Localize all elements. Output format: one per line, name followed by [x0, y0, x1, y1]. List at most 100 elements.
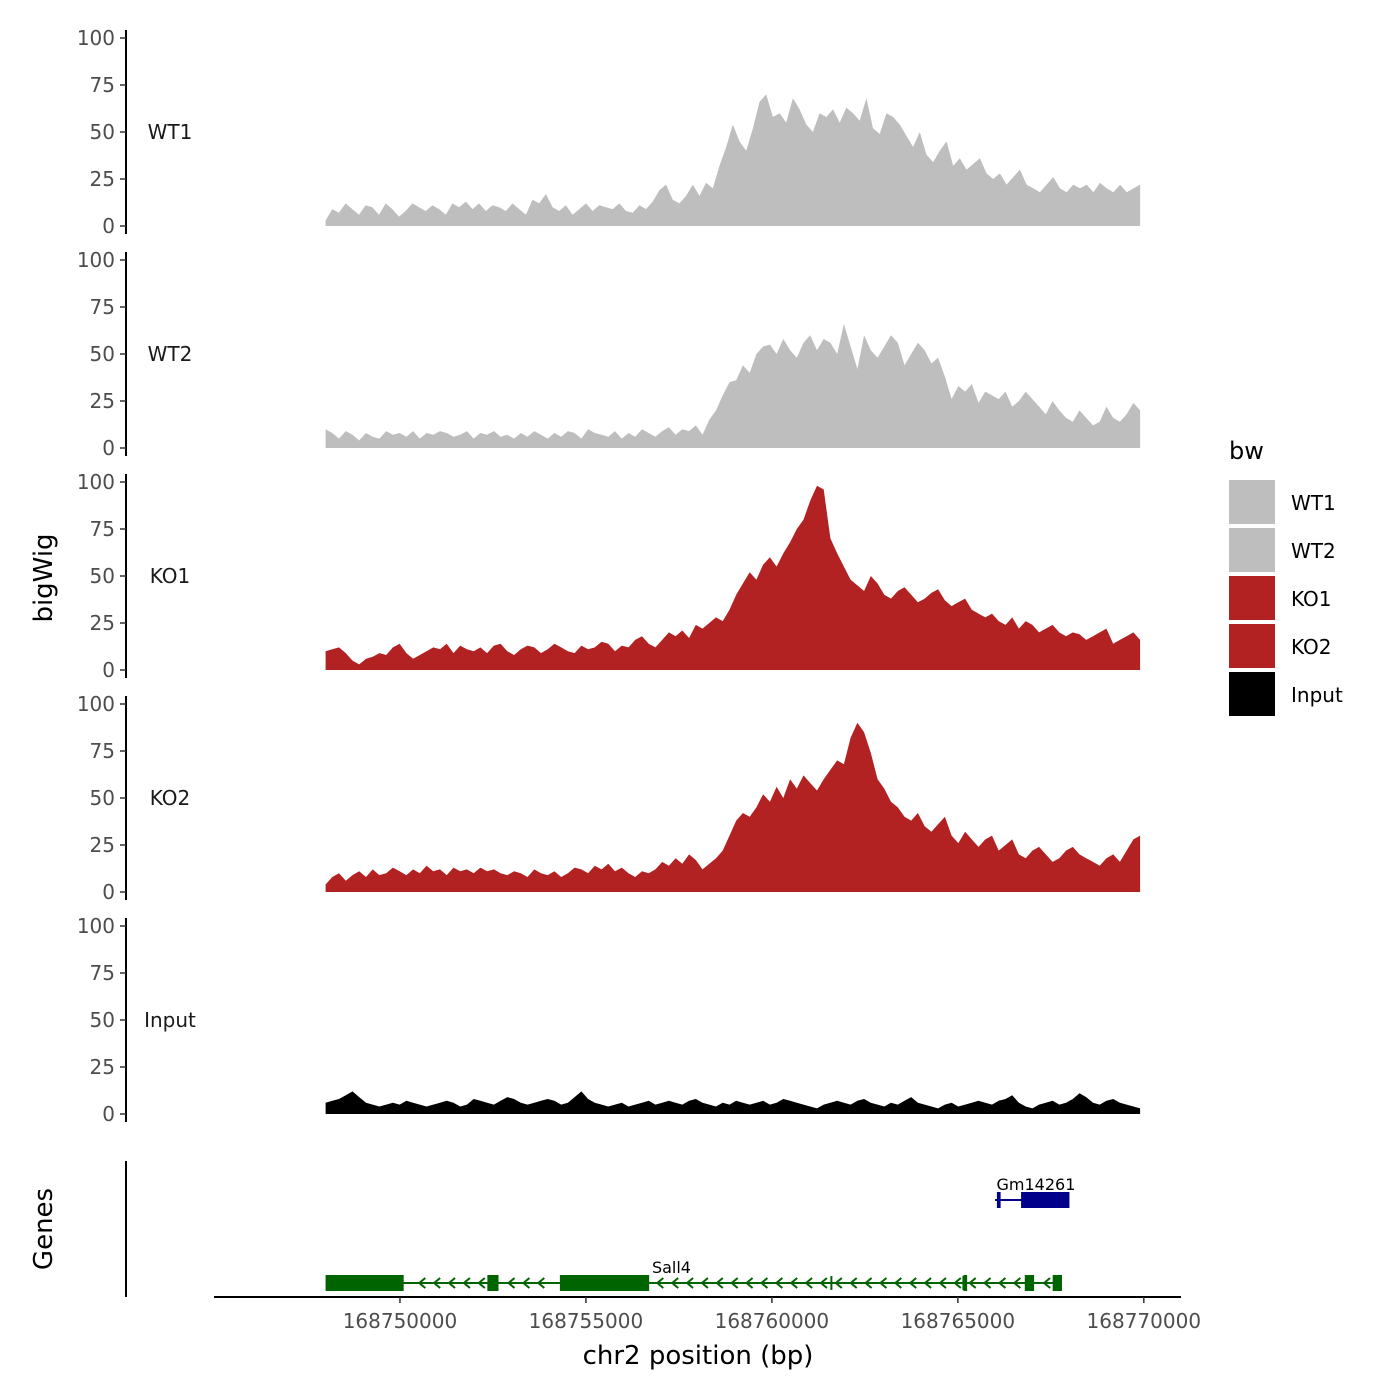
x-axis-title: chr2 position (bp)	[583, 1341, 814, 1371]
coverage-area-ko1	[325, 485, 1141, 670]
legend-swatch	[1229, 528, 1275, 572]
strand-arrow	[953, 1277, 962, 1289]
x-tick-label: 168760000	[715, 1309, 830, 1333]
x-tick-label: 168770000	[1087, 1309, 1202, 1333]
legend-item-ko2: KO2	[1229, 624, 1332, 668]
coverage-area-ko2	[325, 722, 1141, 892]
strand-arrow	[715, 1277, 724, 1289]
y-tick-label: 0	[102, 436, 115, 460]
strand-arrow	[893, 1277, 902, 1289]
y-tick-label: 100	[77, 26, 115, 50]
y-axis-title: bigWig	[29, 533, 59, 622]
strand-arrow	[655, 1277, 664, 1289]
strand-arrow	[789, 1277, 798, 1289]
legend-label: WT2	[1291, 539, 1336, 563]
strand-arrow	[968, 1277, 977, 1289]
y-tick-label: 75	[90, 517, 115, 541]
coverage-area-input	[325, 1091, 1141, 1114]
track-label: WT2	[148, 342, 193, 366]
strand-arrow	[834, 1277, 843, 1289]
strand-arrow	[1012, 1277, 1021, 1289]
track-input: 0 25 50 75 100 Input	[77, 914, 1141, 1126]
strand-arrow	[477, 1277, 486, 1289]
tracks-layer: 0255075100WT10255075100WT20255075100KO10…	[77, 26, 1141, 1126]
exon	[996, 1192, 1001, 1208]
gene-label: Sall4	[652, 1258, 691, 1277]
legend-item-wt1: WT1	[1229, 480, 1336, 524]
strand-arrow	[923, 1277, 932, 1289]
legend-title: bw	[1229, 437, 1264, 465]
y-tick-label: 100	[77, 914, 115, 938]
y-tick-label: 25	[90, 1055, 115, 1079]
genes-layer: Sall4 Gm14261	[125, 1161, 1075, 1297]
y-tick-label: 50	[90, 120, 115, 144]
strand-arrow	[506, 1277, 516, 1289]
legend-label: KO2	[1291, 635, 1332, 659]
strand-arrow	[908, 1277, 917, 1289]
y-tick-label: 25	[90, 167, 115, 191]
legend-swatch	[1229, 672, 1275, 716]
y-tick-label: 75	[90, 961, 115, 985]
legend-swatch	[1229, 576, 1275, 620]
track-label: KO2	[150, 786, 191, 810]
y-tick-label: 50	[90, 786, 115, 810]
track-label: WT1	[148, 120, 193, 144]
legend-label: WT1	[1291, 491, 1336, 515]
legend-swatch	[1229, 480, 1275, 524]
strand-arrow	[774, 1277, 783, 1289]
x-tick-label: 168750000	[343, 1309, 458, 1333]
gene-sall4: Sall4	[325, 1258, 1062, 1291]
x-axis: 168750000 168755000 168760000 168765000 1687…	[214, 1296, 1202, 1333]
strand-arrow	[536, 1277, 545, 1289]
track-wt2: 0 25 50 75 100 WT2	[77, 248, 1141, 460]
exon	[1021, 1192, 1070, 1208]
strand-arrow	[804, 1277, 813, 1289]
strand-arrow	[819, 1277, 828, 1289]
exon	[1052, 1275, 1062, 1291]
exon	[963, 1275, 968, 1291]
legend-swatch	[1229, 624, 1275, 668]
strand-arrow	[849, 1277, 858, 1289]
track-label: Input	[144, 1008, 196, 1032]
x-tick-label: 168755000	[529, 1309, 644, 1333]
gene-gm14261: Gm14261	[995, 1175, 1075, 1208]
track-ko2: 0 25 50 75 100 KO2	[77, 692, 1141, 904]
y-tick-label: 50	[90, 1008, 115, 1032]
y-tick-label: 0	[102, 214, 115, 238]
y-tick-label: 100	[77, 692, 115, 716]
y-tick-label: 100	[77, 248, 115, 272]
track-ko1: 0 25 50 75 100 KO1	[77, 470, 1141, 682]
strand-arrow	[864, 1277, 873, 1289]
legend-item-wt2: WT2	[1229, 528, 1336, 572]
x-tick-label: 168765000	[901, 1309, 1016, 1333]
track-wt1: 0 25 50 75 100 WT1	[77, 26, 1141, 238]
strand-arrow	[462, 1277, 471, 1289]
strand-arrow	[745, 1277, 754, 1289]
strand-arrow	[700, 1277, 709, 1289]
y-tick-label: 50	[90, 564, 115, 588]
y-tick-label: 75	[90, 295, 115, 319]
y-tick-label: 0	[102, 880, 115, 904]
strand-arrow	[670, 1277, 679, 1289]
exon	[325, 1275, 404, 1291]
y-tick-label: 25	[90, 833, 115, 857]
strand-arrow	[759, 1277, 769, 1289]
y-tick-label: 100	[77, 470, 115, 494]
gene-label: Gm14261	[997, 1175, 1076, 1194]
coverage-area-wt1	[325, 94, 1141, 227]
strand-arrow	[938, 1277, 947, 1289]
legend-item-ko1: KO1	[1229, 576, 1332, 620]
strand-arrow	[521, 1277, 531, 1289]
legend-label: Input	[1291, 683, 1343, 707]
genes-axis-title: Genes	[29, 1188, 59, 1270]
y-tick-label: 0	[102, 658, 115, 682]
coverage-area-wt2	[325, 323, 1141, 448]
y-tick-label: 25	[90, 611, 115, 635]
legend-label: KO1	[1291, 587, 1332, 611]
strand-arrow	[983, 1277, 992, 1289]
strand-arrow	[730, 1277, 739, 1289]
legend-item-input: Input	[1229, 672, 1343, 716]
strand-arrow	[1042, 1277, 1051, 1289]
exon	[487, 1275, 499, 1291]
